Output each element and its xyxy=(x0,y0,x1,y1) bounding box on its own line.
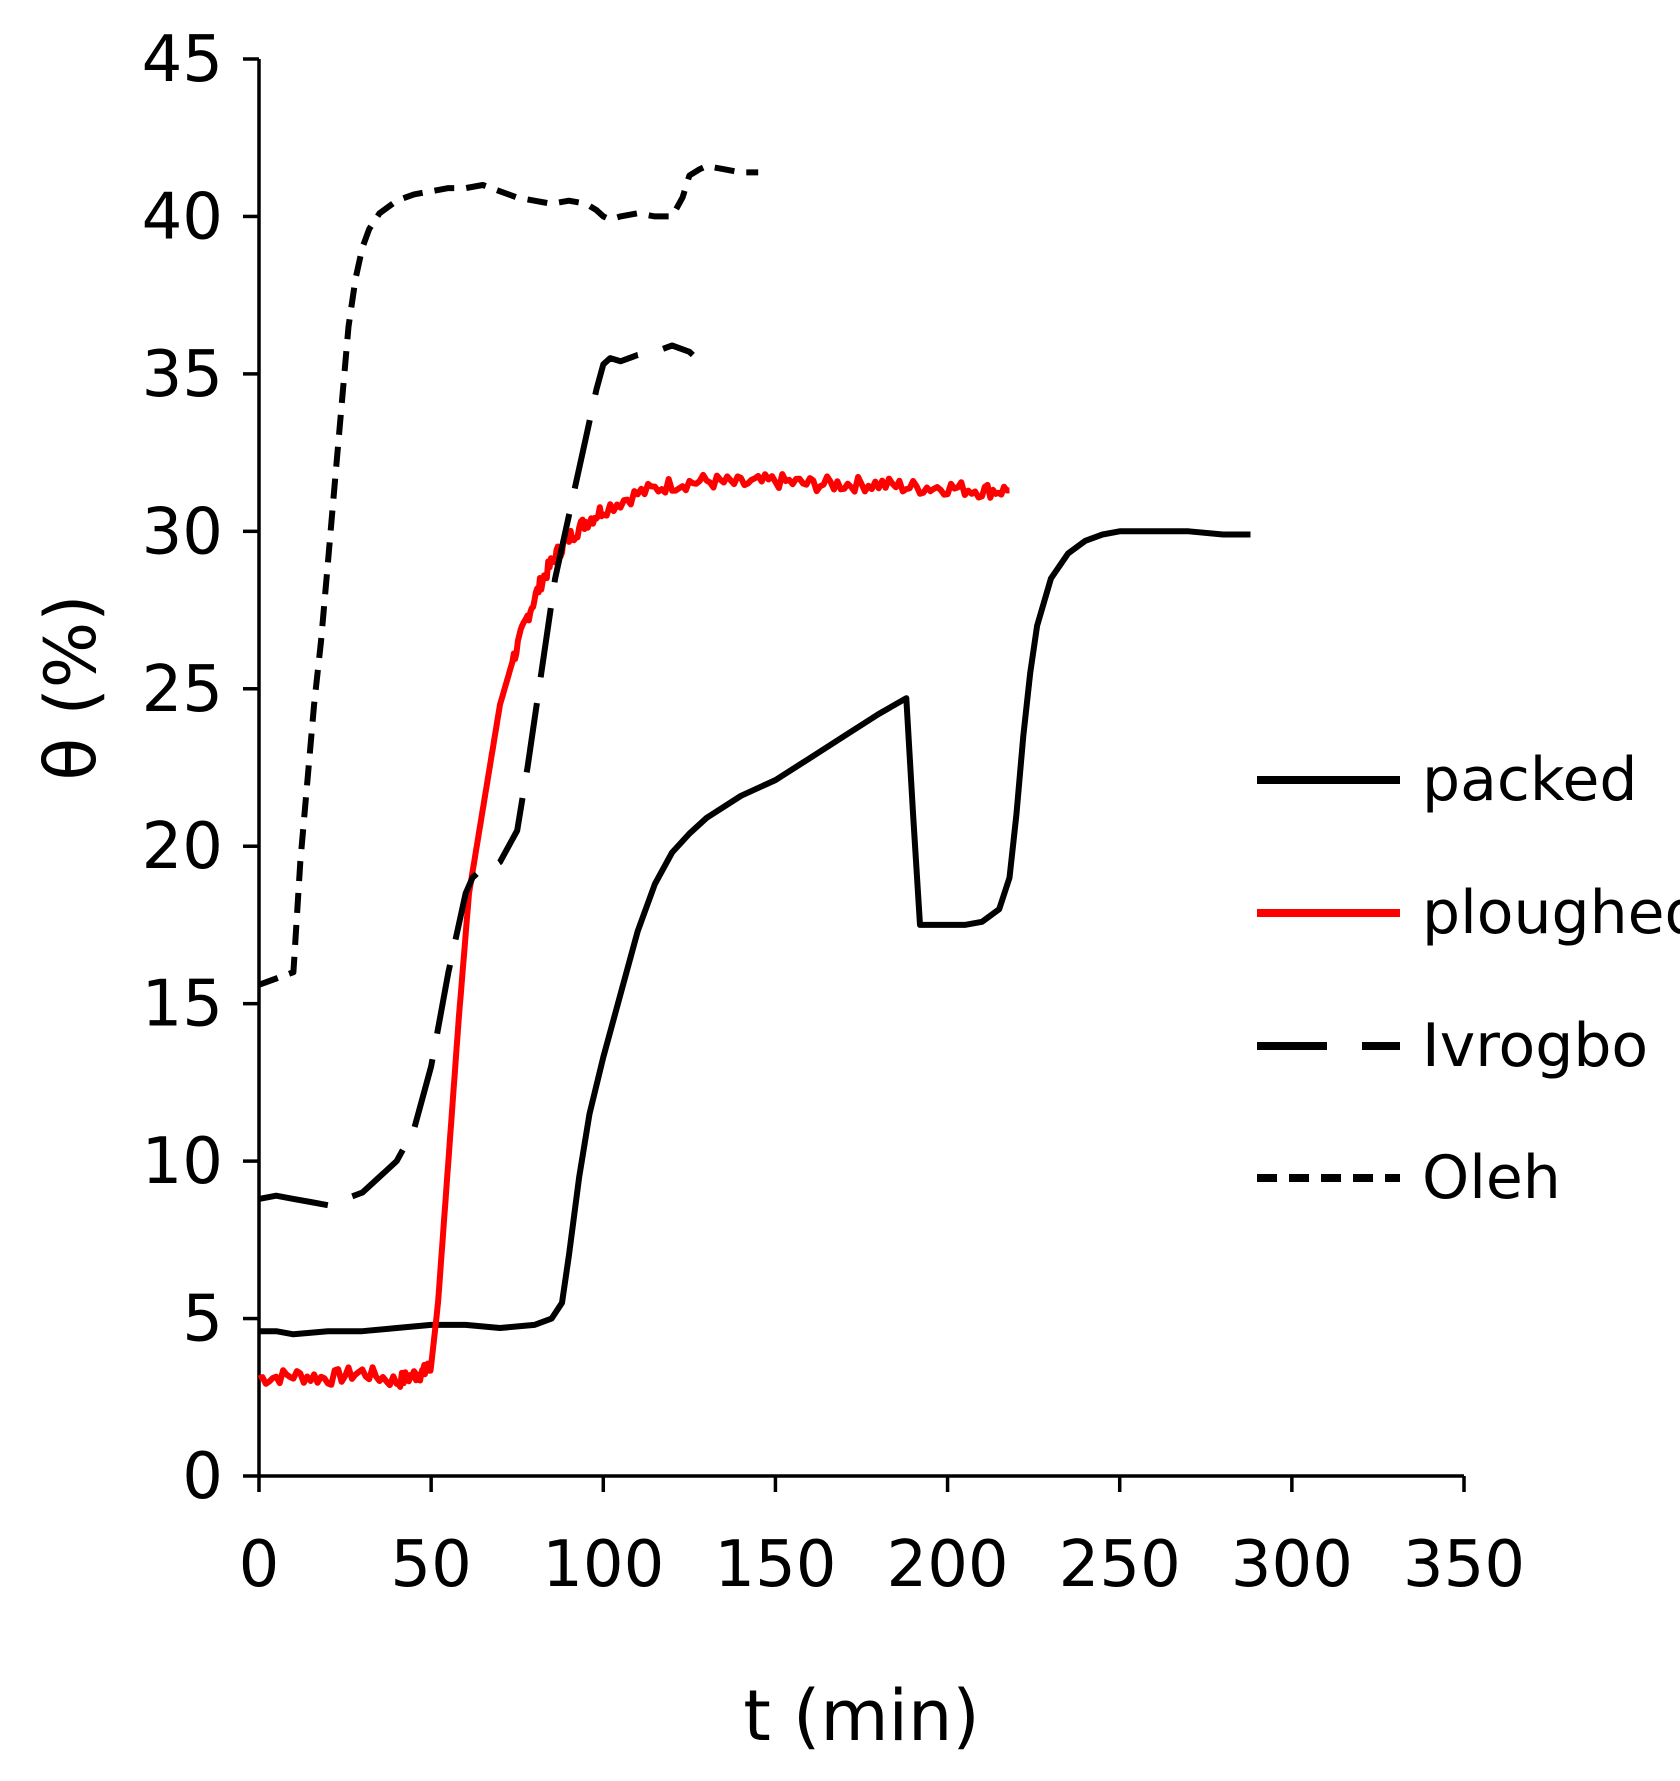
legend-label-oleh: Oleh xyxy=(1422,1143,1561,1213)
x-tick-label: 250 xyxy=(1059,1528,1181,1602)
x-axis-title: t (min) xyxy=(743,1675,979,1757)
x-tick-label: 300 xyxy=(1231,1528,1353,1602)
series-line-ploughed xyxy=(257,471,1010,1390)
series-line-ivrogbo xyxy=(258,342,695,1209)
legend-label-packed: packed xyxy=(1422,745,1637,815)
plot-series xyxy=(257,163,1251,1390)
series-line-oleh xyxy=(257,163,759,988)
x-tick-label: 0 xyxy=(239,1528,280,1602)
series-line-packed xyxy=(259,528,1251,1338)
y-tick-label: 30 xyxy=(142,495,223,569)
x-axis-ticks: 0 50 100 150 200 250 300 350 xyxy=(239,1476,1525,1602)
y-tick-label: 0 xyxy=(182,1440,223,1514)
y-tick-label: 5 xyxy=(182,1283,223,1357)
axes: 0 5 10 15 20 25 30 35 40 45 0 50 100 150 200 250 300 350 xyxy=(142,23,1526,1602)
y-tick-label: 40 xyxy=(142,180,223,254)
y-tick-label: 45 xyxy=(142,23,223,97)
x-tick-label: 50 xyxy=(390,1528,471,1602)
x-tick-label: 150 xyxy=(714,1528,836,1602)
y-tick-label: 15 xyxy=(142,968,223,1042)
y-axis-title: θ (%) xyxy=(30,594,112,780)
y-tick-label: 35 xyxy=(142,338,223,412)
x-tick-label: 100 xyxy=(542,1528,664,1602)
legend-label-ploughed: ploughed xyxy=(1422,878,1680,948)
y-tick-label: 20 xyxy=(142,810,223,884)
x-tick-label: 350 xyxy=(1403,1528,1525,1602)
y-tick-label: 25 xyxy=(142,653,223,727)
y-tick-label: 10 xyxy=(142,1125,223,1199)
legend-label-ivrogbo: Ivrogbo xyxy=(1422,1011,1648,1081)
legend: packed ploughed Ivrogbo Oleh xyxy=(1257,745,1680,1213)
y-axis-ticks: 0 5 10 15 20 25 30 35 40 45 xyxy=(142,23,259,1514)
x-tick-label: 200 xyxy=(886,1528,1008,1602)
